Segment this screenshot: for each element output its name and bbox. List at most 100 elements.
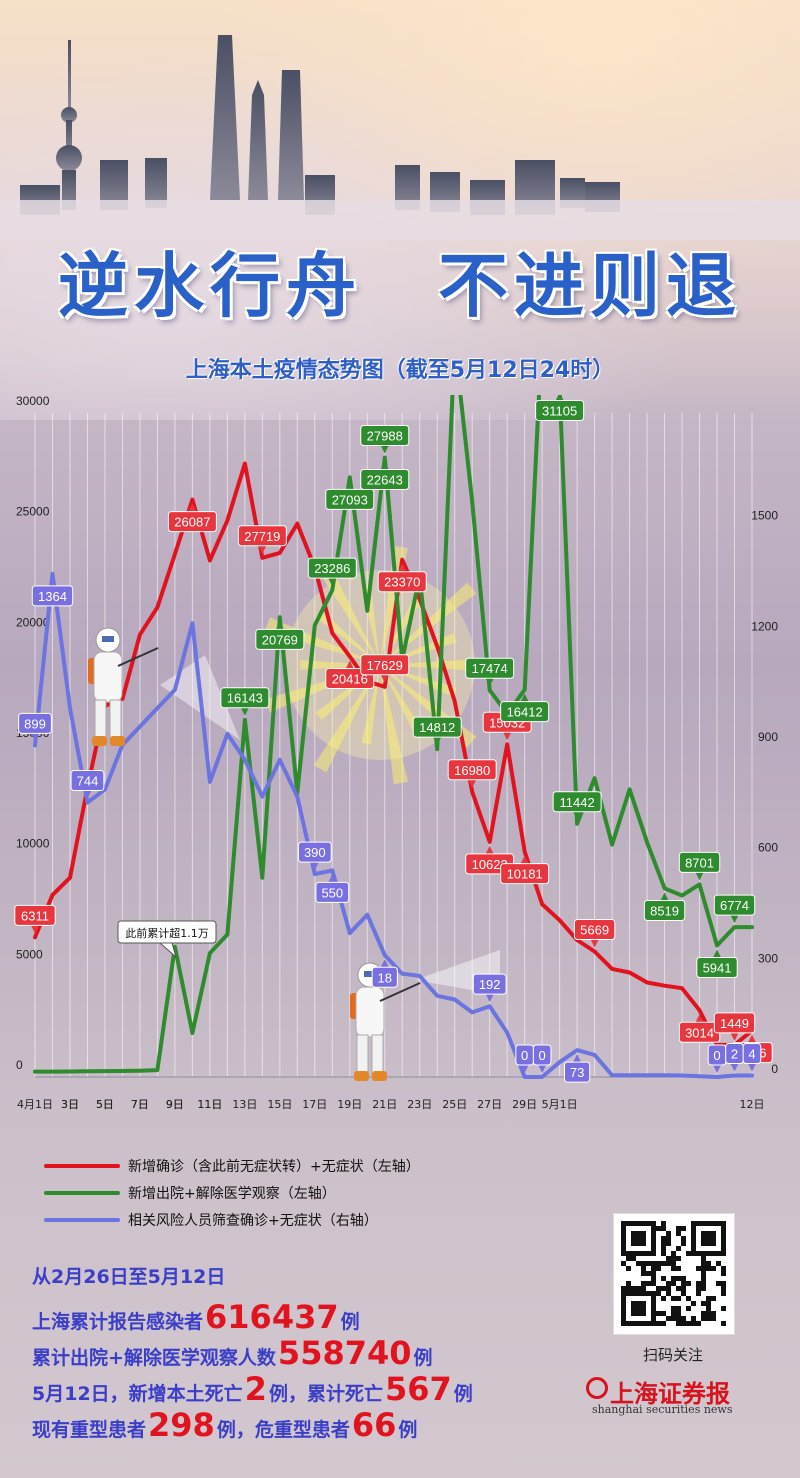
qr-module bbox=[691, 1316, 696, 1321]
label-pointer bbox=[345, 481, 354, 490]
qr-module bbox=[656, 1291, 661, 1296]
qr-module bbox=[636, 1286, 641, 1291]
qr-module bbox=[666, 1256, 671, 1261]
qr-module bbox=[716, 1221, 721, 1226]
qr-module bbox=[621, 1306, 626, 1311]
publisher-logo: 上海证券报 shanghai securities news bbox=[584, 1374, 764, 1418]
logo-subtitle: shanghai securities news bbox=[592, 1403, 733, 1416]
qr-module bbox=[711, 1231, 716, 1236]
data-label: 899 bbox=[18, 712, 52, 742]
label-box bbox=[360, 425, 410, 447]
qr-module bbox=[691, 1246, 696, 1251]
label-pointer bbox=[748, 1063, 756, 1072]
label-text: 20416 bbox=[332, 671, 368, 686]
data-label: 20769 bbox=[255, 621, 305, 650]
label-pointer bbox=[31, 925, 39, 934]
qr-module bbox=[706, 1301, 711, 1306]
data-label: 8701 bbox=[678, 851, 721, 881]
qr-module bbox=[626, 1266, 631, 1271]
qr-module bbox=[696, 1291, 701, 1296]
label-pointer bbox=[345, 660, 354, 669]
qr-module bbox=[631, 1221, 636, 1226]
qr-module bbox=[711, 1311, 716, 1316]
qr-module bbox=[651, 1251, 656, 1256]
qr-code[interactable] bbox=[613, 1213, 735, 1335]
label-box bbox=[255, 628, 305, 650]
qr-module bbox=[671, 1256, 676, 1261]
data-label: 31105 bbox=[535, 395, 585, 422]
qr-module bbox=[651, 1291, 656, 1296]
series-line-0 bbox=[33, 461, 754, 1047]
qr-module bbox=[706, 1316, 711, 1321]
qr-module bbox=[666, 1291, 671, 1296]
label-pointer bbox=[485, 678, 494, 687]
qr-module bbox=[706, 1231, 711, 1236]
qr-module bbox=[696, 1286, 701, 1291]
qr-module bbox=[666, 1241, 671, 1246]
y-right-tick-label: 1200 bbox=[751, 619, 778, 633]
label-box bbox=[500, 863, 550, 885]
x-tick-label: 7日 bbox=[131, 1098, 149, 1111]
legend-item-screening: 相关风险人员筛查确诊+无症状（右轴） bbox=[44, 1206, 420, 1233]
x-tick-label: 3日 bbox=[61, 1098, 79, 1111]
qr-module bbox=[661, 1241, 666, 1246]
qr-module bbox=[651, 1296, 656, 1301]
qr-module bbox=[691, 1251, 696, 1256]
qr-module bbox=[621, 1321, 626, 1326]
qr-module bbox=[636, 1236, 641, 1241]
worker-leg bbox=[356, 1034, 369, 1076]
legend-swatch-blue bbox=[44, 1217, 120, 1222]
qr-module bbox=[716, 1261, 721, 1266]
worker-goggles bbox=[364, 971, 376, 977]
stat-period: 从2月26日至5月12日 bbox=[32, 1262, 473, 1298]
data-label: 27093 bbox=[325, 481, 375, 510]
worker-leg bbox=[109, 699, 122, 741]
label-box bbox=[31, 585, 74, 607]
y-right-tick-label: 1500 bbox=[751, 509, 778, 523]
label-pointer bbox=[695, 1014, 704, 1023]
label-text: 10181 bbox=[507, 867, 543, 882]
qr-module bbox=[691, 1236, 696, 1241]
qr-module bbox=[706, 1241, 711, 1246]
x-tick-label: 23日 bbox=[407, 1098, 432, 1111]
label-pointer bbox=[713, 1065, 722, 1073]
label-text: 6774 bbox=[720, 898, 749, 913]
qr-module bbox=[711, 1221, 716, 1226]
stat-text: 累计出院+解除医学观察人数 bbox=[32, 1347, 276, 1369]
label-box bbox=[465, 657, 515, 679]
label-box bbox=[18, 712, 52, 734]
qr-module bbox=[636, 1306, 641, 1311]
label-text: 899 bbox=[24, 716, 46, 731]
label-text: 27093 bbox=[332, 492, 368, 507]
label-pointer bbox=[380, 461, 389, 470]
qr-module bbox=[641, 1301, 646, 1306]
label-box bbox=[713, 1012, 756, 1034]
label-text: 192 bbox=[479, 977, 501, 992]
label-text: 26087 bbox=[174, 515, 210, 530]
qr-module bbox=[621, 1226, 626, 1231]
qr-module bbox=[651, 1226, 656, 1231]
label-box bbox=[552, 791, 602, 813]
data-label: 10181 bbox=[500, 855, 550, 885]
qr-module bbox=[636, 1321, 641, 1326]
health-worker-figure bbox=[88, 627, 159, 746]
qr-module bbox=[631, 1306, 636, 1311]
x-tick-label: 15日 bbox=[267, 1098, 292, 1111]
qr-module bbox=[646, 1291, 651, 1296]
stat-text: 现有重型患者 bbox=[32, 1419, 147, 1441]
qr-module bbox=[626, 1281, 631, 1286]
worker-boot bbox=[354, 1071, 369, 1081]
label-pointer bbox=[31, 733, 39, 742]
label-box bbox=[307, 557, 357, 579]
label-pointer bbox=[573, 1054, 582, 1063]
qr-module bbox=[626, 1321, 631, 1326]
qr-module bbox=[641, 1261, 646, 1266]
qr-module bbox=[651, 1311, 656, 1316]
label-box bbox=[371, 966, 398, 988]
x-tick-label: 27日 bbox=[477, 1098, 502, 1111]
qr-module bbox=[701, 1241, 706, 1246]
y-right-tick-label: 900 bbox=[758, 730, 778, 744]
x-tick-label: 5月1日 bbox=[542, 1098, 578, 1111]
series-line-2 bbox=[33, 571, 754, 1079]
x-tick-label: 17日 bbox=[302, 1098, 327, 1111]
